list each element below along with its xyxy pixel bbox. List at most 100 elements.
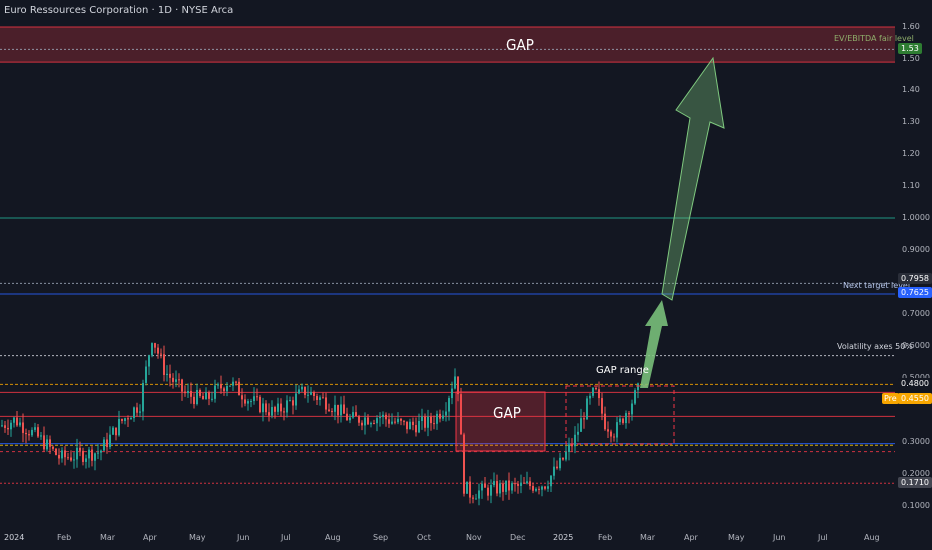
time-tick: Feb	[57, 533, 72, 542]
candle-body	[118, 418, 120, 436]
candle-body	[85, 458, 87, 462]
candle-body	[433, 423, 435, 425]
next-target-tag: 0.7958	[898, 273, 932, 284]
pre-price-tag: 0.4550	[898, 393, 932, 404]
candle-body	[274, 407, 276, 412]
candle-body	[616, 422, 618, 438]
candle-body	[304, 386, 306, 395]
candle-body	[586, 398, 588, 420]
price-tick: 0.1000	[902, 501, 930, 510]
price-tick: 0.6000	[902, 341, 930, 350]
candle-body	[157, 347, 159, 354]
candle-body	[19, 422, 21, 426]
candle-body	[253, 396, 255, 402]
gap-top-tag: 0.4800	[898, 378, 932, 389]
candle-body	[529, 481, 531, 487]
time-tick: Jun	[773, 533, 786, 542]
time-tick: Apr	[143, 533, 157, 542]
candle-body	[514, 483, 516, 485]
candle-body	[577, 431, 579, 435]
candle-body	[259, 396, 261, 413]
time-tick: Mar	[640, 533, 656, 542]
candle-body	[241, 395, 243, 400]
time-tick: Jul	[818, 533, 828, 542]
candle-body	[109, 434, 111, 448]
candle-body	[448, 398, 450, 412]
overlay-shapes	[455, 385, 675, 452]
candle-body	[145, 366, 147, 383]
arrow-to-fair-level	[661, 56, 725, 301]
gap-range-box	[565, 385, 675, 445]
candle-body	[511, 483, 513, 491]
candle-body	[175, 379, 177, 382]
candle-body	[370, 423, 372, 425]
candle-body	[532, 486, 534, 491]
candle-body	[475, 498, 477, 500]
candle-body	[97, 452, 99, 454]
candle-body	[424, 416, 426, 428]
candle-body	[130, 418, 132, 420]
candles	[1, 342, 639, 506]
candle-body	[322, 397, 324, 399]
pre-market-tag: Pre	[882, 393, 899, 404]
candle-body	[403, 420, 405, 422]
gap-band-top	[0, 27, 895, 63]
candle-body	[172, 377, 174, 382]
candle-body	[505, 480, 507, 492]
candle-body	[208, 392, 210, 399]
time-tick: 2025	[553, 533, 574, 542]
candle-body	[343, 404, 345, 414]
candle-body	[106, 439, 108, 448]
candle-body	[199, 389, 201, 396]
candle-body	[247, 401, 249, 404]
price-tick: 1.10	[902, 181, 920, 190]
candle-body	[64, 450, 66, 458]
candle-body	[334, 404, 336, 412]
candle-body	[622, 418, 624, 424]
candle-body	[163, 354, 165, 375]
candle-body	[481, 483, 483, 491]
low-price-tag: 0.1710	[898, 477, 932, 488]
candle-body	[160, 353, 162, 355]
candle-body	[457, 376, 459, 395]
candle-body	[346, 413, 348, 421]
candle-body	[634, 390, 636, 404]
candle-body	[31, 429, 33, 436]
candle-body	[502, 483, 504, 492]
candle-body	[310, 392, 312, 395]
candle-body	[37, 427, 39, 437]
candle-body	[25, 432, 27, 435]
candle-body	[238, 381, 240, 396]
candle-body	[229, 385, 231, 387]
candle-body	[184, 391, 186, 394]
candle-body	[400, 418, 402, 421]
candle-body	[283, 411, 285, 413]
candle-body	[139, 411, 141, 413]
candle-body	[136, 407, 138, 413]
candle-body	[91, 449, 93, 461]
fair-price-tag: 1.53	[898, 43, 922, 54]
candle-body	[133, 407, 135, 419]
candle-body	[76, 447, 78, 460]
candle-body	[88, 449, 90, 459]
time-tick: Nov	[466, 533, 482, 542]
candle-body	[166, 373, 168, 375]
candle-body	[67, 457, 69, 459]
candle-body	[631, 403, 633, 415]
candle-body	[211, 398, 213, 400]
candle-body	[385, 414, 387, 420]
time-tick: Mar	[100, 533, 116, 542]
candle-body	[49, 439, 51, 447]
candle-body	[190, 390, 192, 397]
candle-body	[196, 389, 198, 405]
candle-body	[637, 383, 639, 391]
gap-range-label: GAP range	[596, 365, 649, 376]
candle-body	[463, 434, 465, 494]
candle-body	[331, 411, 333, 413]
candle-body	[82, 450, 84, 462]
candle-body	[559, 457, 561, 469]
time-tick: 2024	[4, 533, 25, 542]
candle-body	[10, 422, 12, 430]
candle-body	[265, 403, 267, 413]
